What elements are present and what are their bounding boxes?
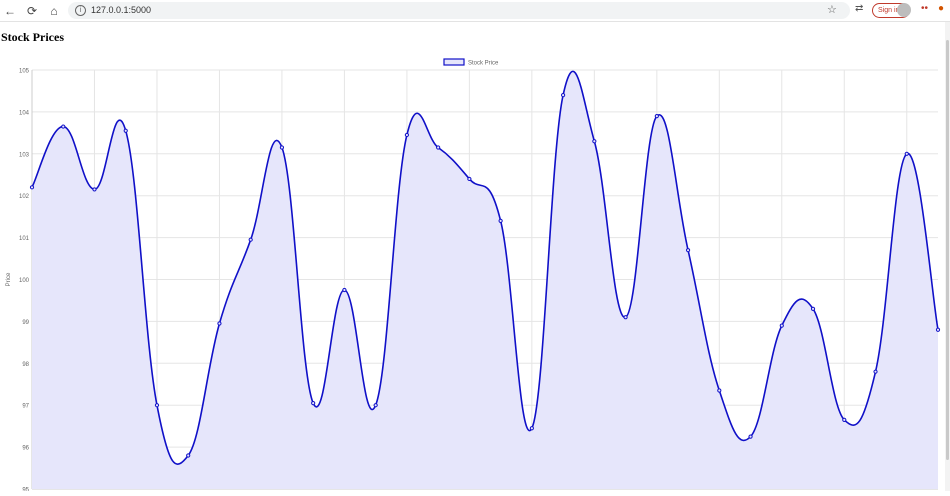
y-axis-label: Price (6, 272, 12, 286)
data-point (467, 176, 472, 182)
series-line (31, 70, 939, 465)
stock-price-chart: 95 96 97 98 99 100 101 102 103 104 105 Price Stock … (0, 52, 946, 494)
address-bar[interactable]: i 127.0.0.1:5000 ☆ (68, 2, 850, 19)
y-tick-label: 105 (19, 69, 30, 75)
data-point (498, 218, 503, 223)
home-icon[interactable]: ⌂ (50, 4, 58, 18)
data-point (873, 369, 878, 374)
data-point (92, 187, 97, 192)
back-arrow-icon[interactable]: ← (4, 4, 16, 18)
data-point (810, 306, 816, 311)
chart-series-line (31, 70, 939, 465)
data-point (29, 185, 35, 190)
legend-label: Stock Price (468, 61, 499, 67)
data-point (436, 145, 441, 150)
data-point (529, 426, 534, 431)
y-tick-label: 95 (22, 488, 29, 492)
data-point (217, 321, 222, 326)
chart-points (29, 93, 941, 458)
y-tick-label: 104 (19, 110, 30, 116)
data-point (311, 401, 316, 406)
data-point (842, 417, 847, 422)
page-title: Stock Prices (1, 30, 64, 44)
data-point (748, 434, 753, 439)
data-point (904, 151, 909, 156)
data-point (279, 145, 285, 150)
chart-svg: 95 96 97 98 99 100 101 102 103 104 105 Price Stock … (6, 58, 941, 494)
data-point (248, 237, 253, 242)
data-point (186, 453, 191, 458)
chart-legend[interactable]: Stock Price (443, 58, 499, 67)
data-point (154, 403, 160, 408)
y-tick-label: 98 (22, 362, 29, 368)
y-tick-label: 102 (19, 194, 30, 200)
info-icon[interactable]: i (75, 5, 86, 16)
scrollbar-thumb[interactable] (946, 40, 949, 460)
y-tick-label: 96 (22, 446, 29, 452)
reload-icon[interactable]: ⟳ (26, 4, 38, 18)
data-point (61, 124, 66, 129)
data-point (123, 128, 128, 133)
data-point (623, 315, 628, 320)
sign-in-label: Sign in (878, 7, 900, 14)
chart-area-fill (32, 71, 938, 489)
y-tick-label: 101 (19, 236, 30, 242)
data-point (592, 139, 597, 144)
y-tick-label: 99 (22, 320, 29, 326)
data-point (654, 113, 659, 119)
tab-search-icon[interactable]: ⇄ (855, 3, 864, 14)
data-point (685, 248, 691, 253)
avatar[interactable] (897, 3, 911, 17)
data-point (561, 93, 566, 98)
y-tick-label: 100 (19, 278, 30, 284)
legend-swatch (443, 58, 465, 66)
browser-menu-icon[interactable]: ● (938, 3, 945, 14)
data-point (779, 323, 784, 328)
browser-toolbar: ← ⟳ ⌂ i 127.0.0.1:5000 ☆ ⇄ Sign in •• ● (0, 0, 950, 22)
data-point (935, 327, 941, 332)
y-axis: 95 96 97 98 99 100 101 102 103 104 105 Price (6, 69, 30, 494)
data-point (342, 287, 347, 293)
data-point (404, 132, 409, 138)
series-area-fill (32, 71, 938, 489)
data-point (373, 403, 378, 408)
y-tick-label: 103 (19, 152, 30, 158)
star-icon[interactable]: ☆ (827, 4, 837, 16)
extension-icon[interactable]: •• (921, 3, 929, 14)
url-text[interactable]: 127.0.0.1:5000 (91, 5, 152, 15)
y-tick-label: 97 (22, 404, 29, 410)
data-point (717, 388, 722, 393)
